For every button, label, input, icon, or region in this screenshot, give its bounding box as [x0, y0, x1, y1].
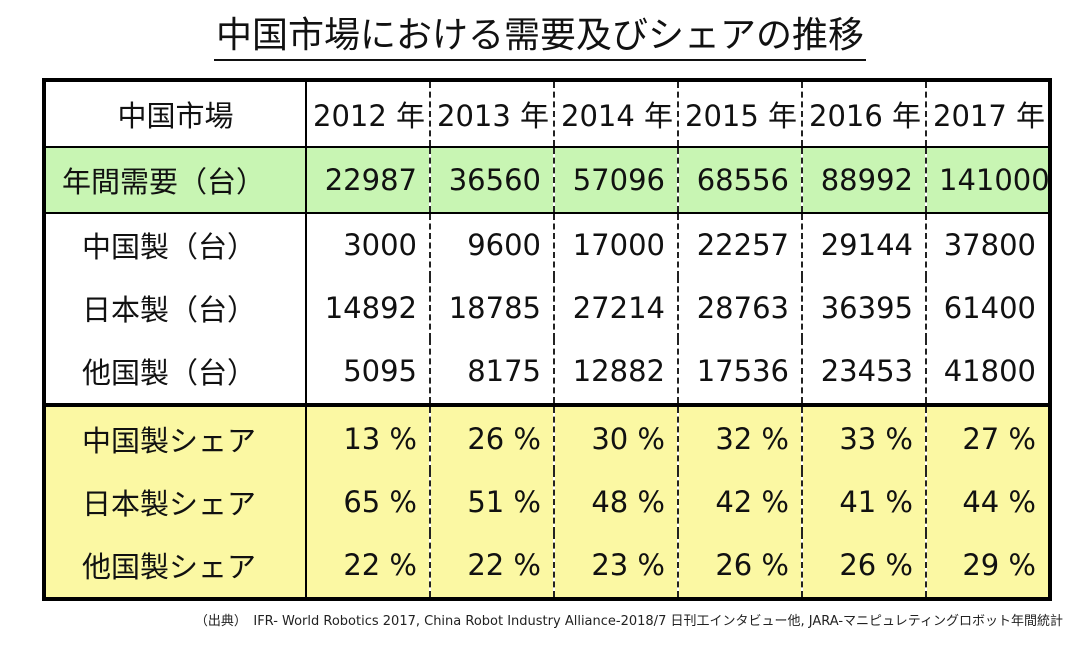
value-cell: 26 % — [801, 533, 926, 599]
value-cell: 141000 — [925, 146, 1050, 214]
table-header-row: 中国市場 2012 年 2013 年 2014 年 2015 年 2016 年 … — [44, 80, 1050, 148]
value-cell: 26 % — [429, 403, 554, 471]
value-cell: 41800 — [925, 339, 1050, 406]
value-cell: 22987 — [305, 146, 430, 214]
row-label-cell: 日本製（台） — [44, 276, 307, 340]
year-header-cell: 2014 年 — [553, 80, 678, 148]
value-cell: 57096 — [553, 146, 678, 214]
value-cell: 17536 — [677, 339, 802, 406]
value-cell: 68556 — [677, 146, 802, 214]
value-cell: 42 % — [677, 470, 802, 534]
row-label-cell: 中国製シェア — [44, 403, 307, 471]
table-row-annual-demand: 年間需要（台） 22987 36560 57096 68556 88992 14… — [44, 146, 1050, 214]
value-cell: 41 % — [801, 470, 926, 534]
row-label-cell: 他国製シェア — [44, 533, 307, 599]
table-row-japan-made: 日本製（台） 14892 18785 27214 28763 36395 614… — [44, 276, 1050, 340]
value-cell: 27 % — [925, 403, 1050, 471]
value-cell: 22 % — [305, 533, 430, 599]
value-cell: 5095 — [305, 339, 430, 406]
year-header-cell: 2013 年 — [429, 80, 554, 148]
row-label-cell: 中国製（台） — [44, 212, 307, 277]
value-cell: 23453 — [801, 339, 926, 406]
value-cell: 23 % — [553, 533, 678, 599]
source-note: （出典） IFR- World Robotics 2017, China Rob… — [194, 614, 1063, 629]
year-header-cell: 2016 年 — [801, 80, 926, 148]
value-cell: 12882 — [553, 339, 678, 406]
row-label-cell: 他国製（台） — [44, 339, 307, 406]
value-cell: 9600 — [429, 212, 554, 277]
value-cell: 22257 — [677, 212, 802, 277]
value-cell: 51 % — [429, 470, 554, 534]
value-cell: 32 % — [677, 403, 802, 471]
header-label-cell: 中国市場 — [44, 80, 307, 148]
value-cell: 48 % — [553, 470, 678, 534]
value-cell: 44 % — [925, 470, 1050, 534]
page-title-text: 中国市場における需要及びシェアの推移 — [213, 14, 866, 61]
table-row-other-made: 他国製（台） 5095 8175 12882 17536 23453 41800 — [44, 339, 1050, 406]
value-cell: 14892 — [305, 276, 430, 340]
table-row-china-made: 中国製（台） 3000 9600 17000 22257 29144 37800 — [44, 212, 1050, 277]
value-cell: 3000 — [305, 212, 430, 277]
page-title: 中国市場における需要及びシェアの推移 — [0, 14, 1080, 61]
value-cell: 29144 — [801, 212, 926, 277]
value-cell: 8175 — [429, 339, 554, 406]
year-header-cell: 2017 年 — [925, 80, 1050, 148]
row-label-cell: 年間需要（台） — [44, 146, 307, 214]
table-row-china-share: 中国製シェア 13 % 26 % 30 % 32 % 33 % 27 % — [44, 403, 1050, 471]
value-cell: 61400 — [925, 276, 1050, 340]
value-cell: 65 % — [305, 470, 430, 534]
value-cell: 33 % — [801, 403, 926, 471]
year-header-cell: 2015 年 — [677, 80, 802, 148]
value-cell: 36560 — [429, 146, 554, 214]
value-cell: 28763 — [677, 276, 802, 340]
value-cell: 30 % — [553, 403, 678, 471]
value-cell: 27214 — [553, 276, 678, 340]
value-cell: 17000 — [553, 212, 678, 277]
value-cell: 13 % — [305, 403, 430, 471]
value-cell: 29 % — [925, 533, 1050, 599]
table-row-japan-share: 日本製シェア 65 % 51 % 48 % 42 % 41 % 44 % — [44, 470, 1050, 534]
value-cell: 22 % — [429, 533, 554, 599]
market-table: 中国市場 2012 年 2013 年 2014 年 2015 年 2016 年 … — [42, 78, 1052, 601]
value-cell: 36395 — [801, 276, 926, 340]
table-row-other-share: 他国製シェア 22 % 22 % 23 % 26 % 26 % 29 % — [44, 533, 1050, 599]
value-cell: 88992 — [801, 146, 926, 214]
value-cell: 37800 — [925, 212, 1050, 277]
value-cell: 26 % — [677, 533, 802, 599]
value-cell: 18785 — [429, 276, 554, 340]
year-header-cell: 2012 年 — [305, 80, 430, 148]
row-label-cell: 日本製シェア — [44, 470, 307, 534]
